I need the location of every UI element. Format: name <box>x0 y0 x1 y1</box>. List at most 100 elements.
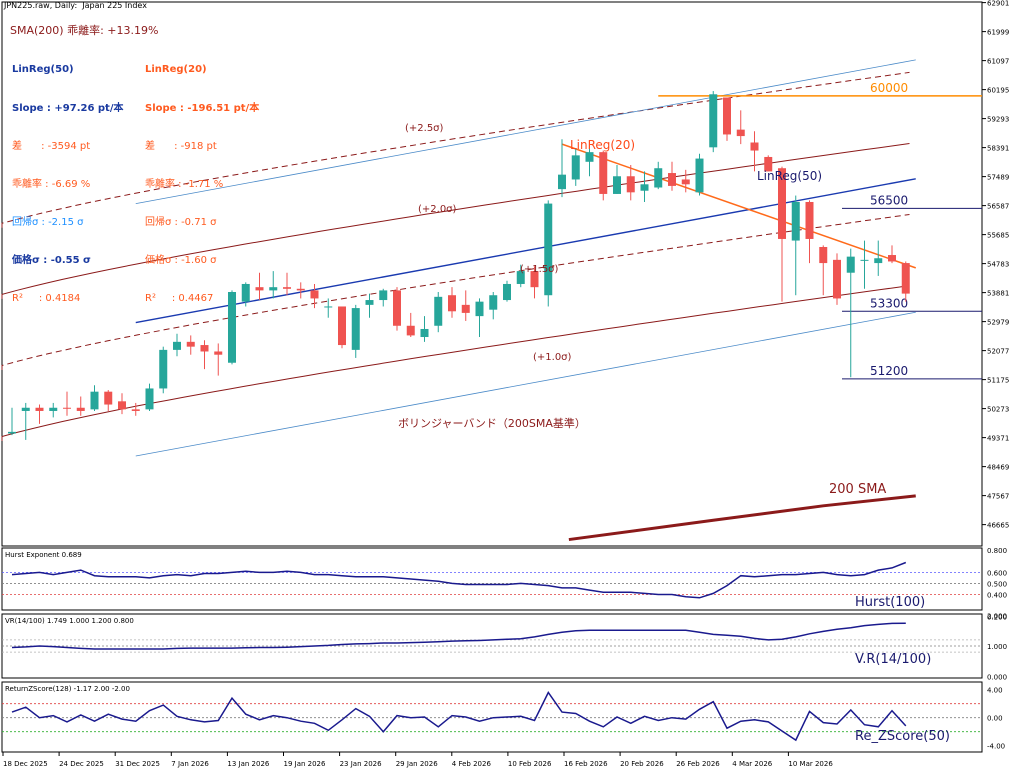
candle-body <box>764 156 773 172</box>
candle-body <box>90 391 99 410</box>
hurst-series-line <box>11 561 907 599</box>
y-tick-label: 60195 <box>987 87 1009 95</box>
linreg20-slope: Slope : -196.51 pt/本 <box>145 102 260 114</box>
candle-body <box>626 176 635 193</box>
y-tick-label: 59293 <box>987 116 1009 124</box>
bollinger-band-label: ボリンジャーバンド（200SMA基準） <box>398 416 586 430</box>
candle-body <box>76 407 85 411</box>
linreg50-chart-label: LinReg(50) <box>757 169 822 183</box>
level-label-56500: 56500 <box>870 193 908 207</box>
sigma15-label: (+1.5σ) <box>520 264 559 275</box>
candle-body <box>833 259 841 299</box>
linreg50-title: LinReg(50) <box>12 64 74 76</box>
candle-body <box>516 271 525 284</box>
candle-body <box>819 246 828 264</box>
candle-body <box>214 351 223 355</box>
candle-body <box>269 287 278 291</box>
candle-body <box>365 300 374 305</box>
candle-body <box>118 401 126 410</box>
candle-body <box>63 407 71 409</box>
vr-tick-label: 0.000 <box>987 673 1007 681</box>
linreg20-chart-label: LinReg(20) <box>570 138 635 152</box>
zscore-panel: ReturnZScore(128) -1.17 2.00 -2.00 4.00 0.… <box>1 681 1005 753</box>
bb-plus10-band <box>1 285 910 441</box>
zscore-tick-label: 4.00 <box>987 687 1003 695</box>
y-tick-label: 47567 <box>987 493 1009 501</box>
x-tick-label: 31 Dec 2025 <box>115 760 160 768</box>
x-tick-label: 20 Feb 2026 <box>620 760 664 768</box>
linreg20-diff: 差 : -918 pt <box>145 140 217 152</box>
y-tick-label: 52979 <box>987 319 1009 327</box>
candle-body <box>200 345 209 352</box>
vr-tick-label: 1.000 <box>987 643 1007 651</box>
x-tick-label: 4 Mar 2026 <box>732 760 772 768</box>
zscore-tick-label: 0.00 <box>987 715 1003 723</box>
candle-body <box>668 173 676 186</box>
candle-body <box>571 155 580 180</box>
candle-body <box>283 287 291 289</box>
candle-body <box>640 184 649 191</box>
x-tick-label: 24 Dec 2025 <box>59 760 104 768</box>
y-tick-label: 61999 <box>987 29 1009 37</box>
candle-body <box>585 152 594 162</box>
x-tick-label: 29 Jan 2026 <box>396 760 439 768</box>
candle-body <box>448 295 456 312</box>
candle-body <box>654 168 663 188</box>
candle-body <box>21 407 30 411</box>
hurst-title: Hurst Exponent 0.689 <box>5 551 82 559</box>
candle-body <box>296 288 305 291</box>
candle-body <box>874 258 883 264</box>
x-tick-label: 10 Feb 2026 <box>508 760 552 768</box>
candle-body <box>901 263 910 294</box>
candle-body <box>805 201 814 239</box>
level-label-53300: 53300 <box>870 296 908 310</box>
linreg20-reg-sigma: 回帰σ : -0.71 σ <box>145 216 217 228</box>
linreg20-stats: LinReg(20) Slope : -196.51 pt/本 差 : -918… <box>145 39 259 318</box>
candle-body <box>379 290 388 301</box>
bb-plus20-band <box>1 143 910 299</box>
candle-body <box>778 168 786 239</box>
level-label-60000: 60000 <box>870 81 908 95</box>
x-axis: 18 Dec 2025 24 Dec 2025 31 Dec 2025 7 Jan 2… <box>2 752 833 768</box>
linreg50-slope: Slope : +97.26 pt/本 <box>12 102 124 114</box>
x-tick-label: 16 Feb 2026 <box>564 760 608 768</box>
candle-body <box>791 201 800 241</box>
y-tick-label: 51175 <box>987 377 1009 385</box>
linreg20-r2: R² : 0.4467 <box>145 292 214 304</box>
y-tick-label: 62901 <box>987 0 1009 8</box>
main-price-panel: 62901 61999 61097 60195 59293 58391 57489 56587… <box>1 0 1009 547</box>
level-label-51200: 51200 <box>870 364 908 378</box>
y-tick-label: 58391 <box>987 145 1009 153</box>
x-tick-label: 26 Feb 2026 <box>676 760 720 768</box>
candle-body <box>255 287 264 291</box>
candle-body <box>736 129 745 137</box>
candle-body <box>420 328 429 338</box>
hurst-panel: Hurst Exponent 0.689 0.800 0.600 0.500 0.400… <box>1 547 1007 622</box>
x-tick-label: 19 Jan 2026 <box>284 760 327 768</box>
vr-panel: VR(14/100) 1.749 1.000 1.200 0.800 2.000 1… <box>1 613 1007 681</box>
y-tick-label: 49371 <box>987 435 1009 443</box>
chart-header-title: JPN225.raw, Daily: Japan 225 Index <box>4 1 147 10</box>
candle-body <box>599 152 608 194</box>
candle-body <box>434 296 443 326</box>
hurst-label: Hurst(100) <box>855 595 925 610</box>
candle-body <box>228 292 236 363</box>
y-tick-label: 46665 <box>987 522 1009 530</box>
sma-deviation-text: SMA(200) 乖離率: +13.19% <box>10 24 159 37</box>
candle-body <box>406 325 415 336</box>
candle-body <box>351 308 360 350</box>
x-tick-label: 23 Jan 2026 <box>340 760 383 768</box>
hurst-tick-label: 0.400 <box>987 592 1007 600</box>
linreg20-price-sigma: 価格σ : -1.60 σ <box>145 254 217 266</box>
candle-body <box>613 176 621 194</box>
hurst-tick-label: 0.200 <box>987 614 1007 622</box>
linreg50-reg-sigma: 回帰σ : -2.15 σ <box>12 216 84 228</box>
sigma20-label: (+2.0σ) <box>418 204 457 215</box>
candle-body <box>159 349 168 389</box>
candle-body <box>695 158 704 193</box>
x-tick-label: 7 Jan 2026 <box>171 760 209 768</box>
candle-body <box>186 341 195 347</box>
candle-body <box>173 341 181 350</box>
candle-body <box>393 290 401 326</box>
candle-body <box>888 255 896 262</box>
